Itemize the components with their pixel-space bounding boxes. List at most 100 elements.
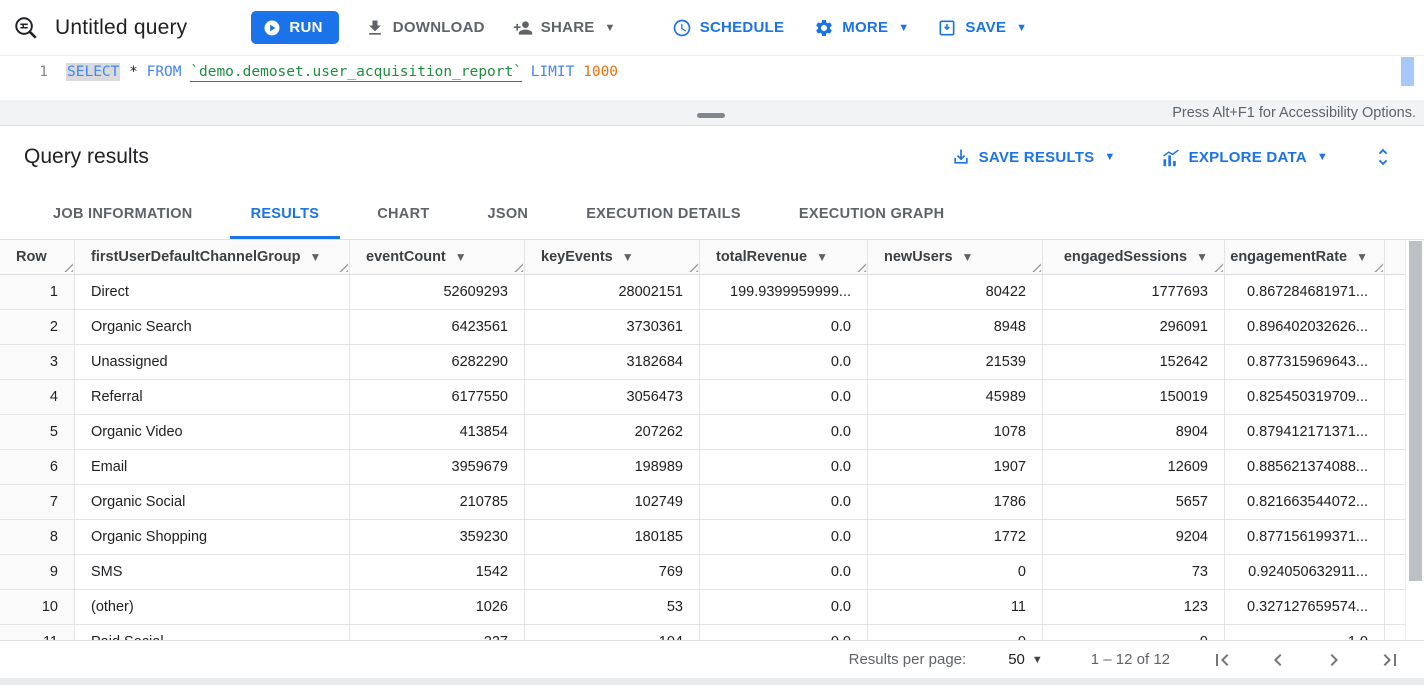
table-row: 8 Organic Shopping 359230 180185 0.0 1772 9204… [0,520,1405,555]
table-scrollbar-thumb[interactable] [1408,241,1422,581]
column-header-totalrevenue[interactable]: totalRevenue ▼ [700,240,868,274]
query-title: Untitled query [55,15,188,39]
tab-execution-details[interactable]: EXECUTION DETAILS [586,205,741,222]
column-resize-grip[interactable] [338,262,348,272]
page-size-select[interactable]: 50 ▼ [1008,651,1043,668]
sql-table-reference[interactable]: `demo.demoset.user_acquisition_report` [190,64,522,82]
column-resize-grip[interactable] [1373,262,1383,272]
cell-newusers: 1786 [868,485,1043,519]
column-menu-caret-icon[interactable]: ▼ [1196,250,1208,264]
column-menu-caret-icon[interactable]: ▼ [454,250,467,264]
column-resize-grip[interactable] [688,262,698,272]
column-resize-grip[interactable] [856,262,866,272]
save-results-button[interactable]: SAVE RESULTS ▼ [951,147,1116,167]
column-label: engagedSessions [1063,249,1188,265]
tab-results[interactable]: RESULTS [222,188,349,239]
cell-totalrevenue: 0.0 [700,450,868,484]
cell-newusers: 11 [868,590,1043,624]
next-page-button[interactable] [1322,648,1346,672]
cell-row: 10 [0,590,75,624]
cell-totalrevenue: 0.0 [700,310,868,344]
column-resize-grip[interactable] [63,262,73,272]
cell-keyevents: 28002151 [525,275,700,309]
pagination-bar: Results per page: 50 ▼ 1 – 12 of 12 [0,640,1424,678]
cell-engagementrate: 0.327127659574... [1225,590,1385,624]
chevron-down-icon: ▼ [1104,151,1116,163]
table-header-row: Row firstUserDefaultChannelGroup ▼ eventCou… [0,240,1405,275]
column-menu-caret-icon[interactable]: ▼ [309,250,322,264]
play-circle-icon [263,19,281,37]
cell-newusers: 8948 [868,310,1043,344]
chevron-down-icon: ▼ [1016,21,1028,34]
schedule-button[interactable]: SCHEDULE [672,18,785,38]
column-menu-caret-icon[interactable]: ▼ [961,250,974,264]
pane-splitter-handle[interactable] [697,113,725,118]
cell-row: 9 [0,555,75,589]
cell-firstuserdefaultchannelgroup: SMS [75,555,350,589]
sql-code-line[interactable]: SELECT * FROM `demo.demoset.user_acquisi… [66,63,619,82]
column-header-newusers[interactable]: newUsers ▼ [868,240,1043,274]
tab-json[interactable]: JSON [487,205,529,222]
cell-row: 8 [0,520,75,554]
column-resize-grip[interactable] [513,262,523,272]
table-scrollbar-track[interactable] [1405,240,1424,640]
clock-icon [672,18,692,38]
column-header-engagementrate[interactable]: engagementRate ▼ [1225,240,1385,274]
column-header-firstuserdefaultchannelgroup[interactable]: firstUserDefaultChannelGroup ▼ [75,240,350,274]
column-resize-grip[interactable] [1213,262,1223,272]
column-header-row[interactable]: Row [0,240,75,274]
cell-keyevents: 102749 [525,485,700,519]
cell-eventcount: 359230 [350,520,525,554]
table-row: 10 (other) 1026 53 0.0 11 123 0.327127659574... [0,590,1405,625]
cell-engagedsessions: 9204 [1043,520,1225,554]
save-button[interactable]: SAVE ▼ [937,18,1027,38]
cell-engagementrate: 0.879412171371... [1225,415,1385,449]
cell-firstuserdefaultchannelgroup: Email [75,450,350,484]
editor-scrollbar-thumb[interactable] [1401,57,1414,86]
column-menu-caret-icon[interactable]: ▼ [816,250,828,264]
cell-row: 3 [0,345,75,379]
accessibility-hint: Press Alt+F1 for Accessibility Options. [1172,104,1416,121]
sql-editor[interactable]: 1 SELECT * FROM `demo.demoset.user_acqui… [0,55,1424,100]
download-icon [365,18,385,38]
cell-firstuserdefaultchannelgroup: Referral [75,380,350,414]
cell-newusers: 1907 [868,450,1043,484]
column-label: newUsers [884,249,953,265]
column-header-keyevents[interactable]: keyEvents ▼ [525,240,700,274]
cell-totalrevenue: 0.0 [700,625,868,640]
cell-engagedsessions: 5657 [1043,485,1225,519]
tab-job-information[interactable]: JOB INFORMATION [53,205,193,222]
column-menu-caret-icon[interactable]: ▼ [621,250,634,264]
tab-execution-graph[interactable]: EXECUTION GRAPH [798,205,945,222]
cell-newusers: 21539 [868,345,1043,379]
first-page-button[interactable] [1210,648,1234,672]
run-button[interactable]: RUN [251,11,339,44]
more-button[interactable]: MORE ▼ [814,18,909,38]
cell-totalrevenue: 0.0 [700,590,868,624]
explore-data-button[interactable]: EXPLORE DATA ▼ [1160,147,1328,168]
column-header-engagedsessions[interactable]: engagedSessions ▼ [1043,240,1225,274]
cell-keyevents: 769 [525,555,700,589]
results-table: Row firstUserDefaultChannelGroup ▼ eventCou… [0,240,1424,640]
tab-chart[interactable]: CHART [377,205,430,222]
cell-engagementrate: 0.825450319709... [1225,380,1385,414]
cell-eventcount: 1542 [350,555,525,589]
cell-firstuserdefaultchannelgroup: Organic Video [75,415,350,449]
cell-engagedsessions: 73 [1043,555,1225,589]
unfold-panel-icon[interactable] [1372,146,1394,168]
column-label: firstUserDefaultChannelGroup [91,249,301,265]
previous-page-button[interactable] [1266,648,1290,672]
line-number: 1 [39,64,48,80]
cell-eventcount: 210785 [350,485,525,519]
cell-keyevents: 198989 [525,450,700,484]
download-button[interactable]: DOWNLOAD [365,18,485,38]
cell-totalrevenue: 0.0 [700,555,868,589]
column-header-eventcount[interactable]: eventCount ▼ [350,240,525,274]
column-menu-caret-icon[interactable]: ▼ [1356,250,1368,264]
last-page-button[interactable] [1378,648,1402,672]
cell-eventcount: 413854 [350,415,525,449]
share-button[interactable]: SHARE ▼ [513,18,616,38]
horizontal-scrollbar-strip[interactable] [0,678,1424,685]
chevron-down-icon: ▼ [604,21,616,34]
column-resize-grip[interactable] [1031,262,1041,272]
